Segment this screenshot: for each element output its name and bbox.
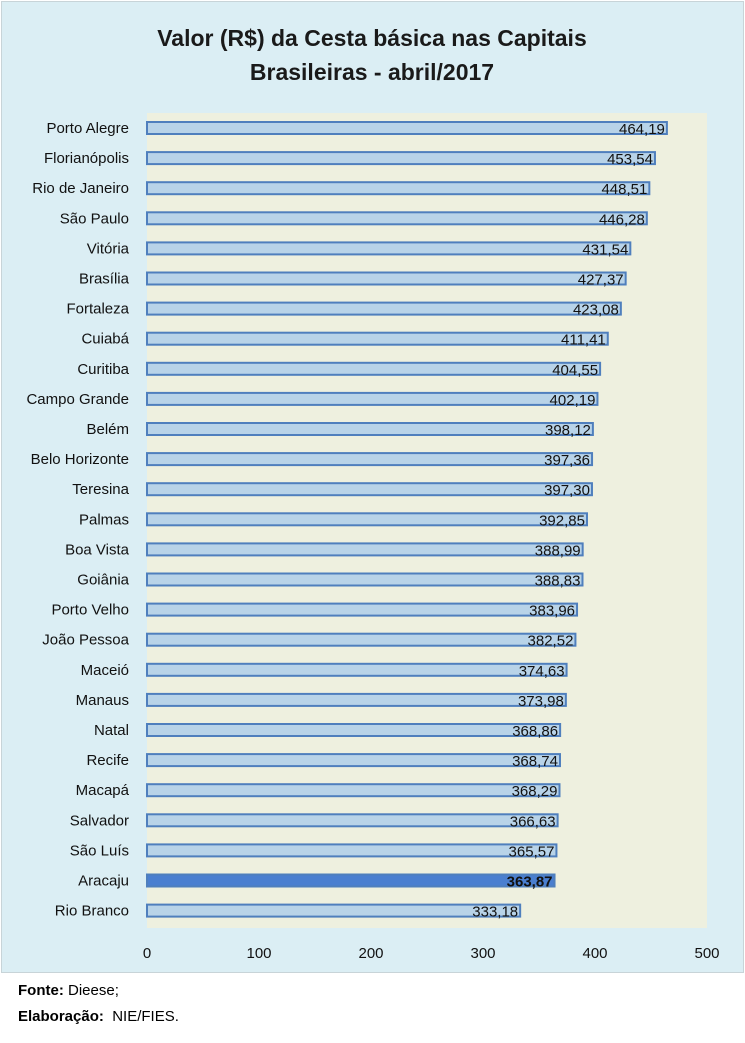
bar [146, 121, 668, 135]
bar [146, 723, 562, 737]
bar [146, 391, 599, 406]
category-label: Natal [94, 722, 129, 739]
data-label: 368,86 [512, 723, 558, 740]
category-label: São Paulo [60, 210, 129, 227]
category-label: Florianópolis [44, 150, 129, 167]
bar [146, 271, 627, 286]
x-tick-label: 100 [246, 945, 271, 962]
data-label: 368,74 [512, 753, 558, 770]
data-label: 448,51 [601, 181, 647, 198]
category-label: Goiânia [77, 572, 129, 589]
data-label: 464,19 [619, 121, 665, 138]
category-label: Palmas [79, 511, 129, 528]
x-tick-label: 200 [358, 945, 383, 962]
bar [146, 151, 656, 166]
bar [146, 692, 567, 707]
bar [146, 813, 559, 828]
category-label: Macapá [76, 782, 130, 799]
category-label: Curitiba [77, 361, 129, 378]
bar [146, 422, 594, 436]
source-value: Dieese; [63, 982, 119, 999]
category-label: Aracaju [78, 873, 129, 890]
data-label: 402,19 [550, 392, 596, 409]
data-label: 423,08 [573, 302, 619, 319]
bar [146, 753, 561, 768]
category-label: Brasília [79, 271, 130, 288]
bar [146, 331, 609, 346]
chart-title-line-1: Valor (R$) da Cesta básica nas Capitais [157, 25, 587, 51]
data-label: 411,41 [561, 332, 606, 349]
data-label: 374,63 [519, 663, 565, 680]
category-label: Rio de Janeiro [32, 180, 129, 197]
x-tick-label: 300 [470, 945, 495, 962]
category-label: Belo Horizonte [31, 451, 129, 468]
data-label: 398,12 [545, 422, 591, 439]
data-label: 373,98 [518, 693, 564, 710]
data-label: 363,87 [507, 874, 553, 891]
data-label: 453,54 [607, 151, 653, 168]
data-label: 446,28 [599, 211, 645, 228]
data-label: 431,54 [582, 241, 628, 258]
credit-value: NIE/FIES. [103, 1008, 179, 1025]
bar [146, 482, 593, 497]
category-label: Recife [86, 752, 129, 769]
bar [146, 361, 602, 376]
bar-chart: Valor (R$) da Cesta básica nas Capitais … [1, 1, 744, 973]
data-label: 382,52 [528, 633, 574, 650]
data-label: 397,30 [544, 482, 590, 499]
x-tick-label: 400 [582, 945, 607, 962]
category-label: Fortaleza [66, 301, 129, 318]
data-label: 388,99 [535, 542, 581, 559]
category-label: Boa Vista [65, 541, 130, 558]
bar [146, 452, 594, 467]
category-label: Teresina [72, 481, 129, 498]
category-label: Manaus [76, 692, 129, 709]
credit-label: Elaboração: [18, 1008, 104, 1025]
bar [146, 903, 522, 918]
category-label: São Luís [70, 842, 129, 859]
chart-title-line-2: Brasileiras - abril/2017 [250, 59, 494, 85]
category-label: Maceió [81, 662, 129, 679]
x-tick-label: 500 [694, 945, 719, 962]
data-label: 427,37 [578, 272, 624, 289]
category-label: Vitória [87, 240, 130, 257]
bar [146, 843, 558, 858]
data-label: 365,57 [509, 843, 555, 860]
data-label: 368,29 [512, 783, 558, 800]
data-label: 404,55 [552, 362, 598, 379]
data-label: 383,96 [529, 603, 575, 620]
data-label: 397,36 [544, 452, 590, 469]
category-label: Salvador [70, 812, 129, 829]
bar [146, 572, 584, 587]
bar [146, 602, 579, 617]
bar [146, 181, 651, 196]
category-label: João Pessoa [42, 632, 129, 649]
bar [146, 542, 584, 557]
data-label: 333,18 [472, 904, 518, 921]
category-label: Porto Velho [51, 602, 129, 619]
source-note: Fonte: Dieese; [18, 982, 119, 999]
x-tick-label: 0 [143, 945, 151, 962]
bar [146, 211, 648, 226]
category-label: Cuiabá [81, 331, 129, 348]
bar [146, 241, 632, 256]
bar [146, 662, 568, 677]
source-label: Fonte: [18, 982, 64, 999]
bar [146, 512, 588, 527]
category-label: Campo Grande [26, 391, 129, 408]
category-label: Porto Alegre [46, 120, 129, 137]
data-label: 388,83 [535, 573, 581, 590]
bar [146, 783, 561, 798]
credit-note: Elaboração: NIE/FIES. [18, 1008, 179, 1025]
bar [146, 301, 622, 316]
data-label: 392,85 [539, 512, 585, 529]
bar [146, 632, 577, 647]
category-label: Belém [86, 421, 129, 438]
category-label: Rio Branco [55, 903, 129, 920]
data-label: 366,63 [510, 813, 556, 830]
bar [146, 873, 556, 888]
